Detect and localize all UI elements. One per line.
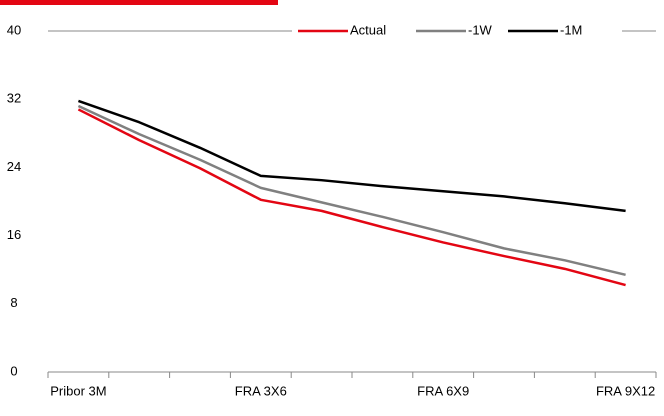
y-tick-label: 0 [10,363,17,378]
legend-label: -1W [468,22,493,37]
y-tick-label: 24 [7,159,21,174]
legend-label: -1M [560,22,582,37]
legend-label: Actual [350,22,386,37]
y-tick-label: 32 [7,91,21,106]
y-tick-label: 16 [7,227,21,242]
x-tick-label: FRA 9X12 [596,383,655,398]
x-tick-label: Pribor 3M [50,383,106,398]
header-bar [0,0,278,5]
series-line [77,99,626,213]
series-line [77,108,626,287]
series-line [77,104,626,277]
y-tick-label: 8 [10,295,17,310]
x-tick-label: FRA 6X9 [417,383,469,398]
x-tick-label: FRA 3X6 [235,383,287,398]
y-tick-label: 40 [7,22,21,37]
